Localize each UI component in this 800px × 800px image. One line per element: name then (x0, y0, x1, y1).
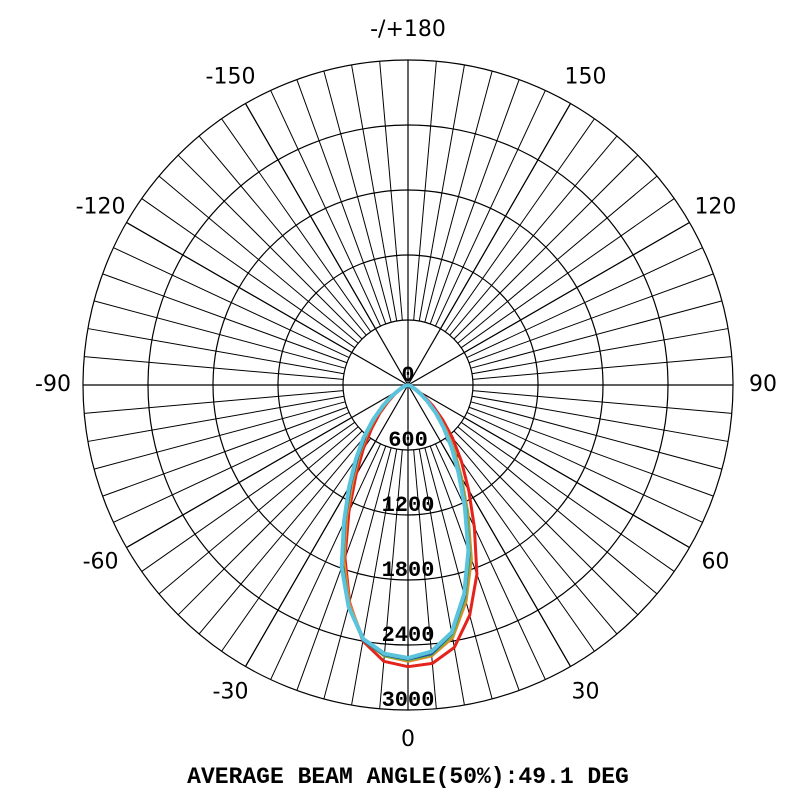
angle-tick-label: 30 (572, 679, 600, 704)
angle-tick-label: -60 (83, 550, 119, 575)
angle-tick-label: -30 (213, 679, 249, 704)
radial-tick-label: 1800 (382, 558, 435, 583)
angle-tick-label: 120 (694, 195, 736, 220)
caption: AVERAGE BEAM ANGLE(50%):49.1 DEG (187, 764, 629, 790)
angle-tick-label: -/+180 (370, 17, 446, 42)
angle-tick-label: 60 (701, 550, 729, 575)
radial-tick-label: 0 (401, 363, 414, 388)
angle-grid-line (126, 384, 409, 549)
angle-tick-label: -150 (206, 65, 256, 90)
radial-tick-label: 3000 (382, 688, 435, 713)
angle-tick-label: 90 (749, 372, 777, 397)
angle-tick-label: 150 (565, 65, 607, 90)
angle-tick-label: 0 (401, 727, 415, 752)
angle-grid-line (244, 103, 409, 386)
radial-tick-label: 600 (388, 428, 428, 453)
radial-tick-label: 1200 (382, 493, 435, 518)
angle-grid-line (407, 384, 572, 667)
angle-grid-line (407, 384, 690, 549)
radial-tick-label: 2400 (382, 623, 435, 648)
intensity-curve (341, 383, 472, 662)
angle-grid-line (244, 384, 409, 667)
angle-tick-label: -120 (76, 195, 126, 220)
angle-grid-line (407, 221, 690, 386)
intensity-curve (340, 383, 471, 661)
angle-tick-label: -90 (35, 372, 71, 397)
intensity-curve (339, 383, 471, 660)
angle-grid-line (126, 221, 409, 386)
angle-grid-line (407, 103, 572, 386)
